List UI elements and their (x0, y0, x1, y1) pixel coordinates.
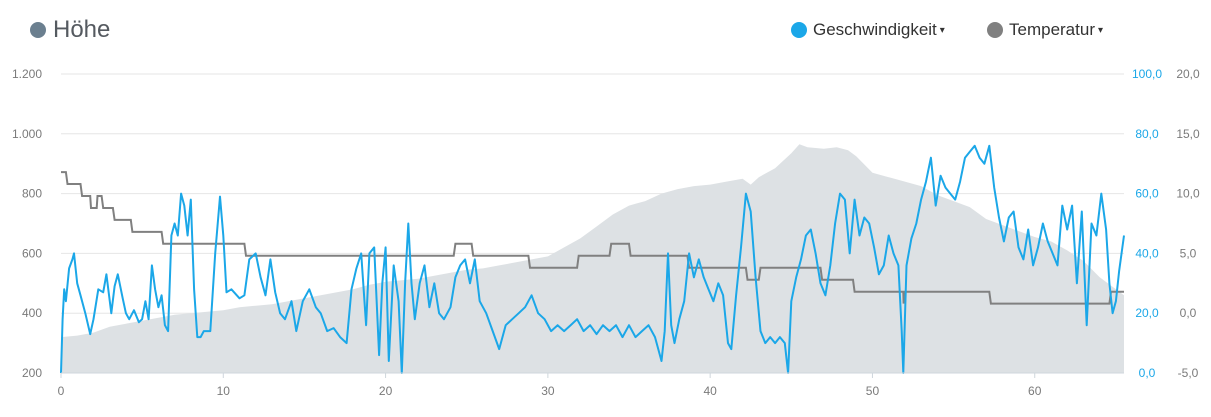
legend-temperatur-label: Temperatur (1009, 20, 1095, 39)
temperatur-legend-dot (987, 22, 1003, 38)
series-geschwindigkeit-line (60, 144, 1125, 374)
x-tick-label: 60 (1028, 384, 1042, 398)
x-tick-label: 20 (379, 384, 393, 398)
y-right-speed-tick-label: 60,0 (1135, 187, 1159, 201)
y-left-tick-label: 400 (22, 306, 42, 320)
y-right-speed-tick-label: 80,0 (1135, 127, 1159, 141)
chart-title-text: Höhe (53, 16, 111, 43)
x-tick-label: 50 (866, 384, 880, 398)
y-right-temp-tick-label: 0,0 (1180, 306, 1197, 320)
series-temperatur-line (61, 171, 1124, 305)
chart-title: Höhe (30, 16, 110, 44)
legend-temperatur[interactable]: Temperatur ▾ (987, 20, 1103, 40)
hoehe-legend-dot (30, 22, 46, 38)
y-right-speed-tick-label: 20,0 (1135, 306, 1159, 320)
x-tick-label: 30 (541, 384, 555, 398)
x-tick-label: 0 (58, 384, 65, 398)
y-right-speed-tick-label: 0,0 (1139, 366, 1156, 380)
geschwindigkeit-legend-dot (791, 22, 807, 38)
y-left-tick-label: 600 (22, 246, 42, 260)
y-right-temp-tick-label: -5,0 (1178, 366, 1199, 380)
legend-geschwindigkeit-label: Geschwindigkeit (813, 20, 937, 39)
y-right-temp-tick-label: 5,0 (1180, 246, 1197, 260)
chevron-down-icon: ▾ (939, 24, 945, 36)
legend-geschwindigkeit[interactable]: Geschwindigkeit ▾ (791, 20, 945, 40)
y-right-temp-tick-label: 20,0 (1176, 67, 1200, 81)
y-left-tick-label: 1.200 (12, 67, 42, 81)
y-left-tick-label: 200 (22, 366, 42, 380)
y-right-temp-tick-label: 15,0 (1176, 127, 1200, 141)
y-right-temp-tick-label: 10,0 (1176, 187, 1200, 201)
x-tick-label: 10 (217, 384, 231, 398)
chevron-down-icon: ▾ (1097, 24, 1104, 36)
y-left-tick-label: 800 (22, 187, 42, 201)
y-right-speed-tick-label: 40,0 (1135, 246, 1159, 260)
x-tick-label: 40 (703, 384, 717, 398)
series-hoehe-area (61, 144, 1124, 373)
y-right-speed-tick-label: 100,0 (1132, 67, 1162, 81)
y-left-tick-label: 1.000 (12, 127, 42, 141)
